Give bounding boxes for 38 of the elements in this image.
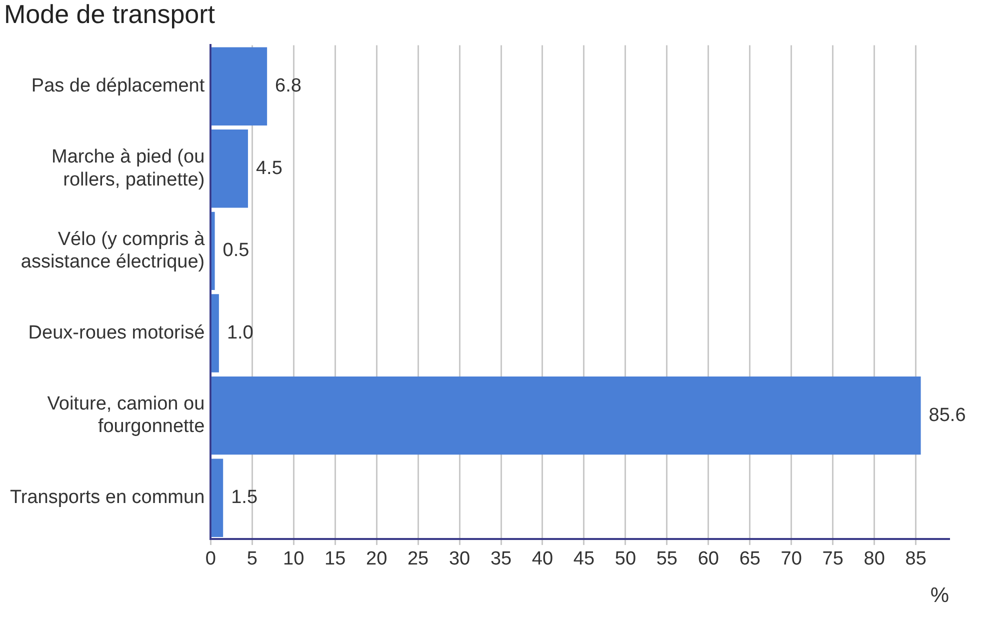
x-tick-label: 45 bbox=[573, 548, 595, 570]
x-axis-title: % bbox=[930, 584, 949, 608]
data-label: 0.5 bbox=[222, 240, 250, 262]
y-tick-label: Pas de déplacement bbox=[31, 76, 206, 97]
x-tick-label: 50 bbox=[614, 548, 636, 570]
x-tick-label: 80 bbox=[864, 548, 885, 570]
chart-title: Mode de transport bbox=[4, 0, 216, 29]
x-tick-label: 60 bbox=[698, 548, 719, 570]
x-tick-label: 20 bbox=[366, 548, 388, 570]
data-label: 1.5 bbox=[231, 487, 258, 508]
x-tick-label: 40 bbox=[532, 548, 554, 570]
x-tick-label: 5 bbox=[246, 548, 258, 570]
bar bbox=[211, 294, 219, 372]
x-tick-label: 25 bbox=[407, 548, 429, 570]
x-tick-label: 55 bbox=[656, 548, 678, 570]
x-tick-label: 35 bbox=[490, 548, 512, 570]
y-tick-label: Deux-roues motorisé bbox=[28, 322, 205, 344]
y-tick-label: Transports en commun bbox=[10, 487, 205, 508]
x-tick-label: 30 bbox=[448, 548, 470, 570]
y-tick-label: Voiture, camion ou fourgonnette bbox=[47, 393, 205, 438]
bar bbox=[211, 212, 215, 290]
bar bbox=[211, 376, 921, 455]
x-tick-label: 85 bbox=[905, 548, 926, 570]
x-tick-label: 10 bbox=[283, 548, 304, 570]
x-tick-label: 75 bbox=[822, 548, 844, 570]
bar bbox=[211, 458, 224, 537]
x-tick-label: 70 bbox=[780, 548, 802, 570]
data-label: 4.5 bbox=[256, 158, 282, 179]
data-label: 85.6 bbox=[928, 404, 966, 426]
data-label: 6.8 bbox=[275, 76, 302, 97]
x-tick-label: 65 bbox=[739, 548, 760, 570]
data-label: 1.0 bbox=[226, 322, 254, 344]
x-tick-label: 15 bbox=[324, 548, 346, 570]
y-tick-label: Vélo (y compris à assistance électrique) bbox=[20, 228, 206, 273]
bar bbox=[211, 130, 248, 208]
bar bbox=[211, 47, 268, 126]
x-tick-label: 0 bbox=[205, 548, 216, 570]
y-tick-label: Marche à pied (ou rollers, patinette) bbox=[51, 146, 205, 190]
